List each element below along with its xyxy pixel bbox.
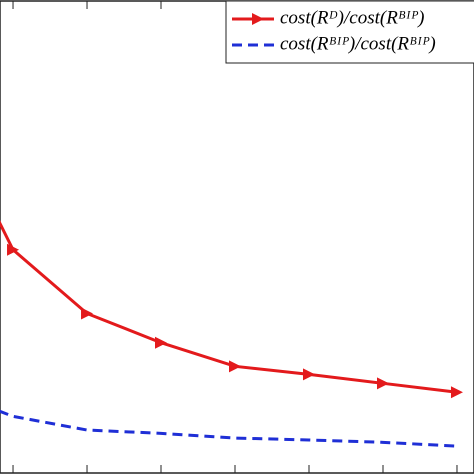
point-marker [155, 336, 168, 349]
legend: cost(Rᴰ)/cost(Rᴮᴵᴾ) cost(Rᴮᴵᴾ)/cost(Rᴮᴵᴾ) [225, 0, 474, 64]
point-marker [81, 307, 94, 320]
legend-label: cost(Rᴰ)/cost(Rᴮᴵᴾ) [280, 7, 424, 28]
legend-marker [252, 13, 264, 25]
series-line [0, 220, 458, 394]
series-line [0, 409, 458, 448]
plot-area [0, 1, 463, 473]
point-marker [450, 386, 463, 399]
legend-label: cost(Rᴮᴵᴾ)/cost(Rᴮᴵᴾ) [280, 33, 436, 54]
point-marker [302, 368, 315, 381]
point-marker [376, 377, 389, 390]
legend-box [225, 0, 474, 64]
point-marker [229, 360, 242, 373]
point-marker [7, 243, 20, 256]
